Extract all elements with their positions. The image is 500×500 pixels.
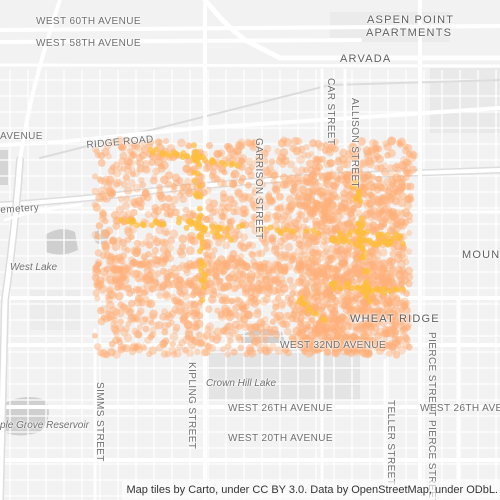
label-west-32nd-avenue: WEST 32ND AVENUE xyxy=(280,340,387,351)
label-garrison-street: GARRISON STREET xyxy=(253,138,264,240)
incident-points xyxy=(91,136,418,359)
label-west-58th-avenue: WEST 58TH AVENUE xyxy=(36,38,141,49)
label-west-26th-avenue-right: WEST 26TH AVENUE xyxy=(420,403,500,414)
label-avenue-left: AVENUE xyxy=(0,131,43,142)
label-simms-street: SIMMS STREET xyxy=(94,382,105,462)
label-maple-grove-reservoir: ple Grove Reservoir xyxy=(0,420,89,431)
street-grid xyxy=(0,70,500,500)
label-car-street: CAR STREET xyxy=(325,78,336,146)
label-west-lake: West Lake xyxy=(10,262,58,273)
label-crown-hill-lake: Crown Hill Lake xyxy=(206,378,277,389)
label-arvada: ARVADA xyxy=(340,53,392,65)
label-allison-street: ALLISON STREET xyxy=(349,98,360,189)
label-apartments: APARTMENTS xyxy=(366,27,453,39)
label-west-60th-avenue: WEST 60TH AVENUE xyxy=(36,16,141,27)
label-moun: MOUN xyxy=(462,249,500,261)
map-attribution: Map tiles by Carto, under CC BY 3.0. Dat… xyxy=(122,481,500,500)
label-wheat-ridge: WHEAT RIDGE xyxy=(350,313,440,325)
label-kipling-street: KIPLING STREET xyxy=(186,362,197,450)
label-west-20th-avenue: WEST 20TH AVENUE xyxy=(228,433,333,444)
label-west-26th-avenue: WEST 26TH AVENUE xyxy=(228,403,333,414)
label-aspen-point: ASPEN POINT xyxy=(367,14,455,26)
label-teller-street: TELLER STREET xyxy=(385,400,396,486)
